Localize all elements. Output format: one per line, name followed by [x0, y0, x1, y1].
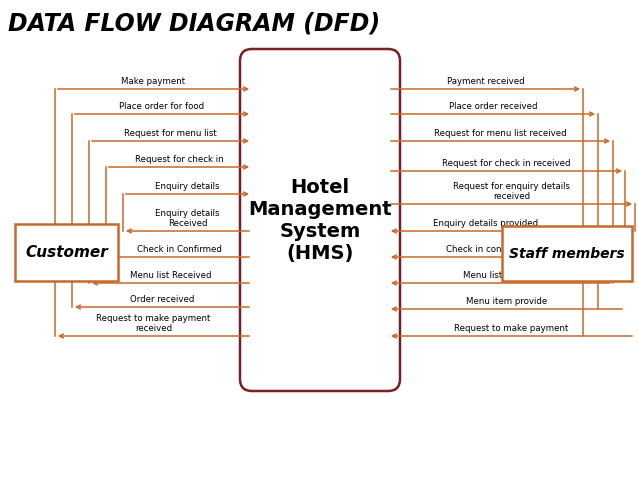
Text: Request to make payment
received: Request to make payment received — [96, 314, 211, 333]
Text: Enquiry details
Received: Enquiry details Received — [155, 208, 219, 228]
Text: Request for menu list received: Request for menu list received — [434, 129, 567, 138]
Text: DATA FLOW DIAGRAM (DFD): DATA FLOW DIAGRAM (DFD) — [8, 11, 380, 35]
Text: Request for check in received: Request for check in received — [442, 159, 571, 168]
Text: Request for menu list: Request for menu list — [124, 129, 217, 138]
Text: Make payment: Make payment — [121, 77, 186, 86]
Text: Enquiry details provided: Enquiry details provided — [433, 219, 538, 228]
Text: Hotel
Management
System
(HMS): Hotel Management System (HMS) — [248, 178, 392, 262]
Text: Request to make payment: Request to make payment — [454, 324, 568, 333]
Text: Place order received: Place order received — [449, 102, 537, 111]
Text: Enquiry details: Enquiry details — [155, 182, 219, 191]
Text: Customer: Customer — [25, 245, 108, 260]
FancyBboxPatch shape — [240, 49, 400, 391]
Bar — [502, 226, 632, 281]
Text: Place order for food: Place order for food — [119, 102, 205, 111]
Text: Payment received: Payment received — [447, 77, 524, 86]
Text: Menu list provide: Menu list provide — [463, 271, 538, 280]
Text: Menu list Received: Menu list Received — [130, 271, 211, 280]
Text: Request for enquiry details
received: Request for enquiry details received — [453, 182, 570, 201]
Text: Request for check in: Request for check in — [135, 155, 223, 164]
Text: Order received: Order received — [130, 295, 194, 304]
Text: Check in confirmation: Check in confirmation — [446, 245, 540, 254]
Text: Menu item provide: Menu item provide — [466, 297, 547, 306]
Bar — [15, 224, 118, 281]
Text: Check in Confirmed: Check in Confirmed — [137, 245, 221, 254]
Text: Staff members: Staff members — [509, 247, 625, 261]
